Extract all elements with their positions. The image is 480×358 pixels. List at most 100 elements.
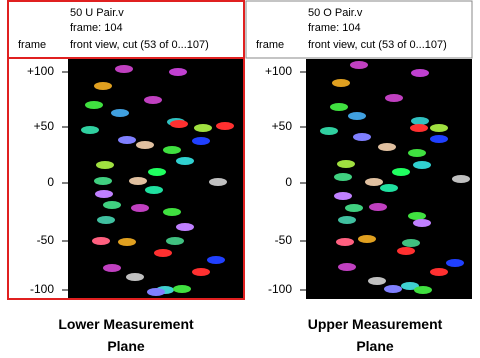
panel: 50 O Pair.v frame: 104 frame front view, cu… (246, 1, 472, 354)
blob (446, 259, 464, 267)
blob (414, 286, 432, 294)
screenshot: 50 U Pair.v frame: 104 frame front view, cu… (0, 0, 480, 358)
blob (350, 61, 368, 69)
blob (111, 109, 129, 117)
blob (378, 143, 396, 151)
blob (129, 177, 147, 185)
y-label: +50 (272, 119, 293, 133)
blob (337, 160, 355, 168)
y-label: -100 (268, 282, 292, 296)
blob (334, 192, 352, 200)
y-label: +100 (265, 64, 292, 78)
blob (369, 203, 387, 211)
blob (136, 141, 154, 149)
blob (410, 124, 428, 132)
blob (97, 216, 115, 224)
blob (166, 237, 184, 245)
blob (353, 133, 371, 141)
blob (194, 124, 212, 132)
blob (332, 79, 350, 87)
row-label: frame (18, 39, 46, 51)
blob (163, 208, 181, 216)
blob (169, 68, 187, 76)
blob (430, 135, 448, 143)
view-label: front view, cut (53 of 0...107) (70, 39, 209, 51)
blob (145, 186, 163, 194)
blob (176, 157, 194, 165)
blob (402, 239, 420, 247)
y-label: -50 (37, 233, 55, 247)
blob (85, 101, 103, 109)
caption: Upper Measurement Plane (308, 316, 443, 354)
blob (207, 256, 225, 264)
y-label: 0 (285, 175, 292, 189)
blob (452, 175, 470, 183)
y-label: 0 (47, 175, 54, 189)
row-label: frame (256, 39, 284, 51)
blob (192, 137, 210, 145)
blob (338, 263, 356, 271)
blob (336, 238, 354, 246)
y-label: -50 (275, 233, 293, 247)
caption-line: Plane (107, 338, 145, 354)
blob (170, 120, 188, 128)
blob (148, 168, 166, 176)
blob (216, 122, 234, 130)
blob (118, 238, 136, 246)
blob (392, 168, 410, 176)
blob (413, 161, 431, 169)
blob (96, 161, 114, 169)
blob (192, 268, 210, 276)
blob (358, 235, 376, 243)
blob (430, 268, 448, 276)
y-label: +50 (34, 119, 55, 133)
blob (176, 223, 194, 231)
blob (385, 94, 403, 102)
blob (320, 127, 338, 135)
blob (144, 96, 162, 104)
blob (115, 65, 133, 73)
y-label: -100 (30, 282, 54, 296)
frame-number: frame: 104 (308, 22, 361, 34)
blob (413, 219, 431, 227)
frame-number: frame: 104 (70, 22, 123, 34)
blob (408, 212, 426, 220)
blob (81, 126, 99, 134)
blob (380, 184, 398, 192)
blob (131, 204, 149, 212)
blob (103, 264, 121, 272)
caption-line: Upper Measurement (308, 316, 443, 332)
blob (94, 82, 112, 90)
file-title: 50 O Pair.v (308, 7, 363, 19)
caption: Lower Measurement Plane (58, 316, 194, 354)
caption-line: Lower Measurement (58, 316, 194, 332)
blob (92, 237, 110, 245)
y-label: +100 (27, 64, 54, 78)
blob (368, 277, 386, 285)
blob (338, 216, 356, 224)
blob (345, 204, 363, 212)
caption-line: Plane (356, 338, 394, 354)
blob (384, 285, 402, 293)
view-label: front view, cut (53 of 0...107) (308, 39, 447, 51)
blob (126, 273, 144, 281)
blob (147, 288, 165, 296)
blob (430, 124, 448, 132)
blob (411, 69, 429, 77)
blob (94, 177, 112, 185)
blob (154, 249, 172, 257)
blob (173, 285, 191, 293)
blob (118, 136, 136, 144)
blob (365, 178, 383, 186)
blob (411, 117, 429, 125)
blob (334, 173, 352, 181)
blob (209, 178, 227, 186)
panel: 50 U Pair.v frame: 104 frame front view, cu… (8, 1, 244, 354)
file-title: 50 U Pair.v (70, 7, 124, 19)
blob (408, 149, 426, 157)
blob (95, 190, 113, 198)
blob (330, 103, 348, 111)
blob (103, 201, 121, 209)
blob (163, 146, 181, 154)
blob (397, 247, 415, 255)
